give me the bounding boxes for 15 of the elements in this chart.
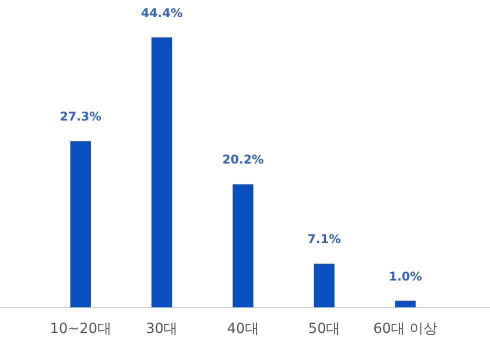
- bar: [151, 37, 172, 308]
- data-label: 20.2%: [222, 152, 264, 167]
- data-label: 27.3%: [60, 110, 102, 124]
- data-label: 7.1%: [308, 232, 341, 246]
- data-label: 44.4%: [140, 6, 183, 20]
- bar: [395, 300, 416, 308]
- bar: [232, 184, 254, 308]
- bar: [314, 264, 335, 308]
- data-label: 1.0%: [388, 269, 422, 284]
- bar: [70, 141, 91, 308]
- x-tick-label: 10~20대: [50, 321, 112, 338]
- x-tick-label: 60대 이상: [373, 321, 438, 338]
- x-tick-label: 30대: [146, 321, 178, 338]
- x-tick-label: 50대: [308, 321, 340, 338]
- x-tick-label: 40대: [227, 321, 259, 338]
